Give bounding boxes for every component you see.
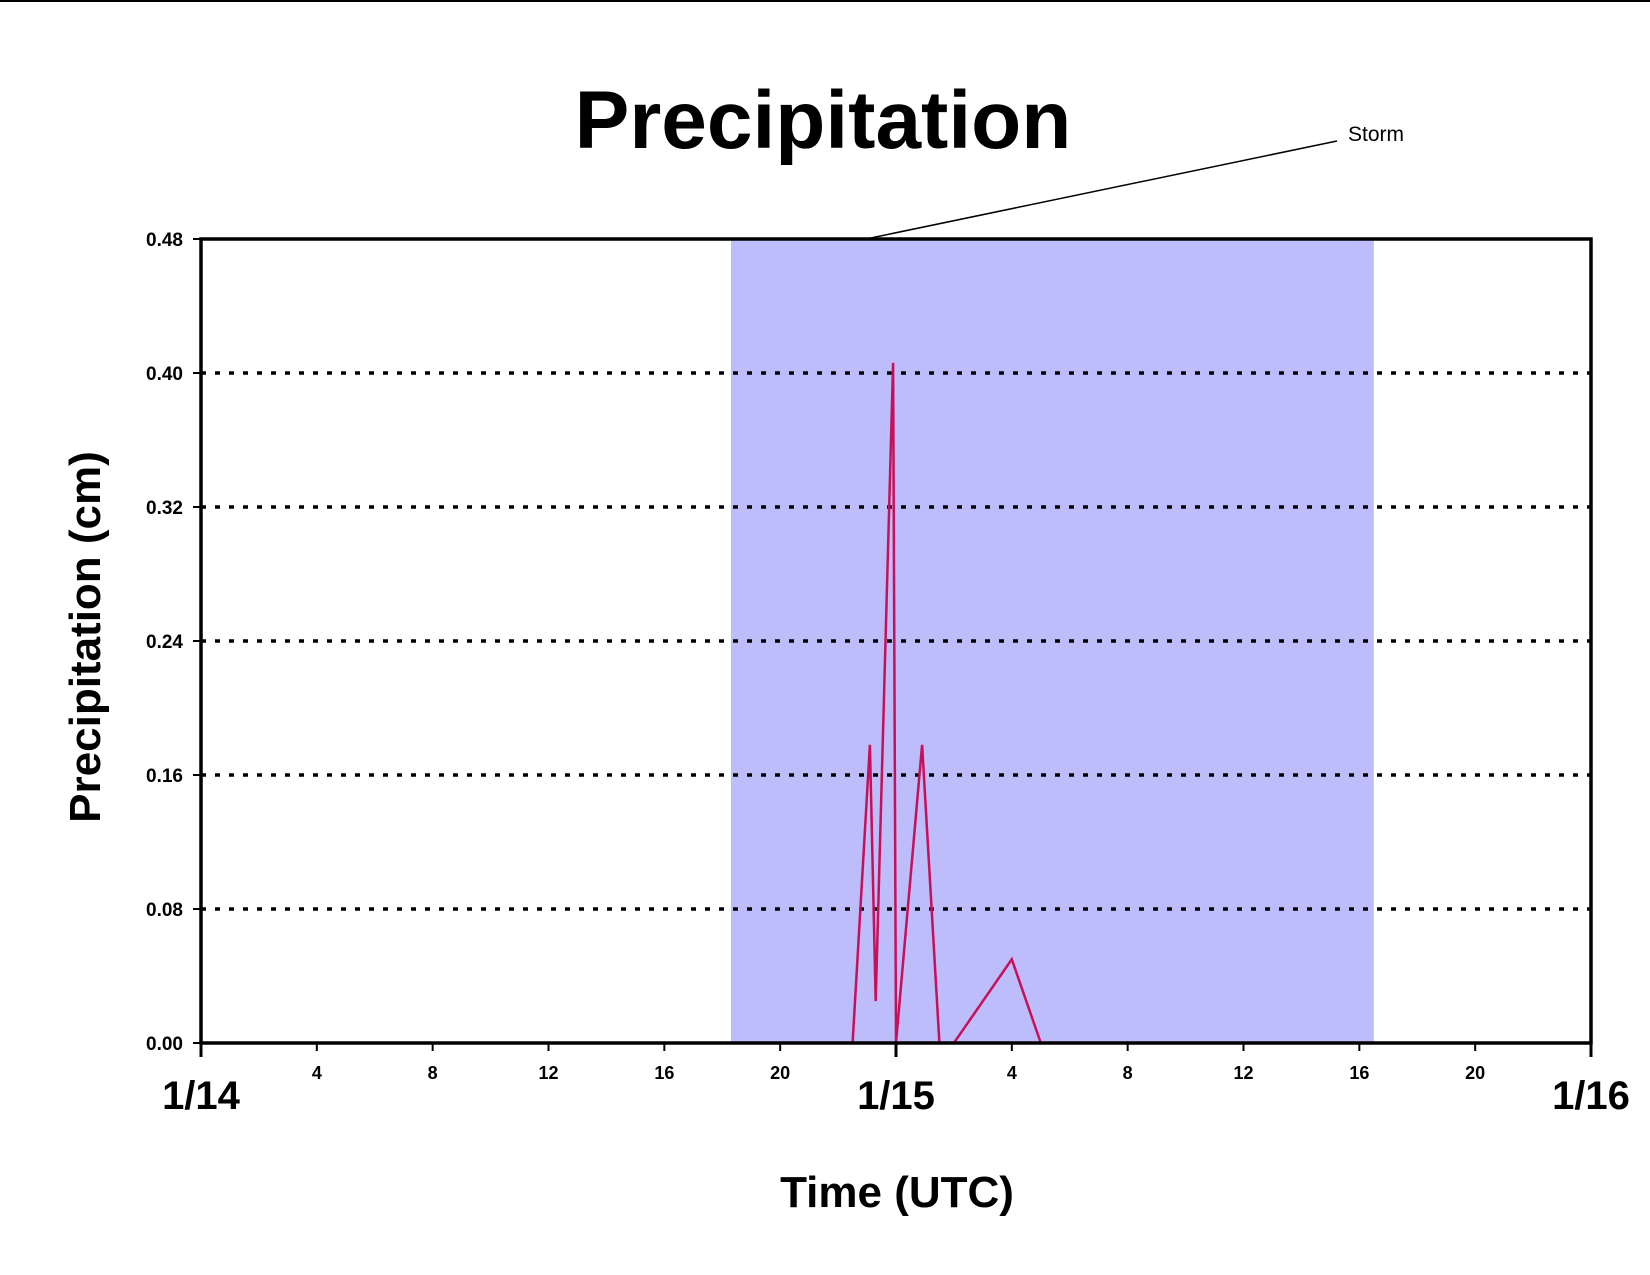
x-day-label: 1/16 [1552, 1074, 1630, 1118]
y-tick-label: 0.40 [146, 364, 183, 385]
precipitation-series-line [201, 362, 1591, 1045]
x-tick-label: 20 [1465, 1063, 1485, 1083]
y-axis-label: Precipitation (cm) [61, 451, 110, 823]
x-tick-label: 4 [1007, 1063, 1017, 1083]
y-tick-label: 0.48 [146, 230, 183, 251]
x-axis: 4 8 12 16 20 4 8 12 16 20 1/14 1/15 1/16 [162, 1043, 1630, 1118]
x-axis-label: Time (UTC) [780, 1168, 1014, 1217]
x-tick-label: 16 [1349, 1063, 1369, 1083]
x-tick-label: 4 [312, 1063, 322, 1083]
storm-annotation-leader [865, 140, 1338, 240]
y-tick-label: 0.00 [146, 1034, 183, 1055]
x-tick-label: 16 [654, 1063, 674, 1083]
y-tick-label: 0.08 [146, 900, 183, 921]
x-tick-label: 12 [1233, 1063, 1253, 1083]
storm-annotation-label: Storm [1348, 123, 1404, 146]
y-tick-label: 0.24 [146, 632, 183, 653]
storm-shaded-region [730, 239, 1374, 1043]
x-day-label: 1/15 [857, 1074, 935, 1118]
y-axis: 0.00 0.08 0.16 0.24 0.32 0.40 0.48 [146, 230, 201, 1055]
y-tick-label: 0.32 [146, 498, 183, 519]
x-tick-label: 12 [538, 1063, 558, 1083]
y-tick-label: 0.16 [146, 766, 183, 787]
chart-title: Precipitation [575, 75, 1072, 166]
x-tick-label: 20 [770, 1063, 790, 1083]
x-tick-label: 8 [1123, 1063, 1133, 1083]
x-day-label: 1/14 [162, 1074, 241, 1118]
x-tick-label: 8 [428, 1063, 438, 1083]
